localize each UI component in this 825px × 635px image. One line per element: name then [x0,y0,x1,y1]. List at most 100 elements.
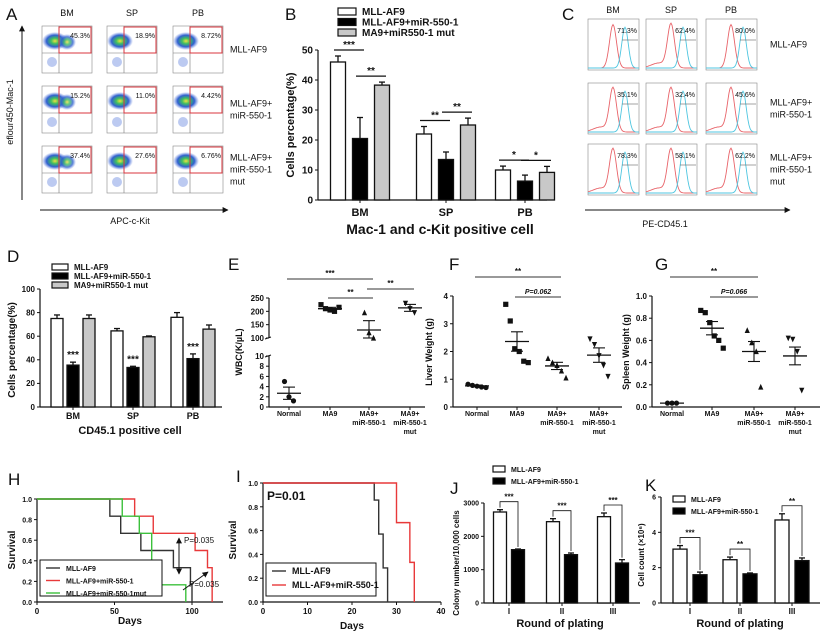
legend-label: MLL-AF9+miR-550-1 [74,272,152,281]
x-tick-label: PB [517,207,532,219]
x-tick-label: II [738,607,742,616]
bar-mll-af9 [170,316,184,408]
x-tick-label: mut [789,429,803,436]
y-tick-label: 0.2 [22,579,32,586]
data-point-triangle-down [591,341,598,348]
cd45-histogram-curve [706,26,757,69]
x-tick-label: II [560,607,564,616]
significance-label: ** [737,540,744,549]
x-tick-label: 0 [35,607,40,616]
x-tick-label: miR-550-1 [540,420,574,427]
gate-rectangle [189,26,223,54]
gate-percentage: 4.42% [201,93,221,100]
y-tick-label: 0.2 [248,576,258,583]
cell-density-cluster [107,152,133,170]
column-header: BM [606,5,620,15]
control-histogram-curve [587,86,639,133]
y-axis-label: eflour450-Mac-1 [5,79,15,145]
bar-mll-af9-mir-550-1 [692,574,708,604]
significance-label: *** [557,502,567,511]
control-histogram-curve [705,147,757,194]
bar-mll-af9-mir-550-1 [351,137,369,201]
gate-percentage: 45.3% [70,33,90,40]
y-tick-label: 10 [255,352,264,361]
gate-rectangle [123,26,157,54]
y-tick-label: 0.8 [22,518,32,525]
control-histogram-curve [645,86,697,133]
survival-curve-mll-af9-mir-550-1mut [37,498,187,602]
gate-percentage: 27.6% [135,153,155,160]
data-point-circle [281,378,288,385]
y-tick-label: 3000 [463,500,479,507]
histogram-frame [645,18,698,71]
y-tick-label: 6 [260,372,265,381]
cell-density-cluster [47,57,57,67]
y-tick-label: 6 [652,494,656,501]
x-tick-label: 0 [261,607,266,616]
cd45-histogram-curve [706,151,757,194]
cell-density-cluster [112,177,122,187]
cd45-histogram-curve [646,151,697,194]
data-point-square [512,346,518,352]
gate-percentage: 62.2% [735,153,755,160]
panel-label: D [7,247,19,266]
control-histogram-curve [705,86,757,133]
y-tick-label: 0 [475,600,479,607]
row-label: MLL-AF9+ [770,98,812,108]
survival-curve-mll-af9-mir-550-1 [37,498,213,602]
y-tick-label: 1000 [463,567,479,574]
data-point-triangle [563,374,569,381]
bar-mll-af9 [494,169,512,201]
x-tick-label: miR-550-1 [352,420,386,427]
row-label: MLL-AF9 [770,40,807,50]
y-axis-title: Survival [7,530,18,569]
x-tick-label: III [610,607,617,616]
data-point-square [336,304,342,310]
data-point-square [503,301,509,307]
legend-label: MLL-AF9+miR-550-1 [66,579,134,586]
legend-label: MLL-AF9+miR-550-1mut [66,591,147,598]
row-label: mut [230,177,246,187]
control-histogram-curve [587,147,639,194]
data-point-square [331,308,338,314]
x-tick-label: mut [404,429,418,436]
bar-ma9-mir550-1-mut [538,171,556,201]
histogram-frame [645,143,698,196]
x-tick-label: MA9+ [548,411,567,418]
column-header: SP [126,8,138,18]
y-tick-label: 0.4 [22,559,32,566]
panel-label: J [450,479,459,498]
x-tick-label: 50 [110,607,119,616]
panel-label: E [228,255,239,274]
x-tick-label: I [689,607,691,616]
y-tick-label: 2 [260,393,265,402]
x-tick-label: BM [351,207,368,219]
gate-percentage: 80.0% [735,28,755,35]
significance-label: *** [325,269,335,278]
bar-mll-af9-mir-550-1 [516,180,534,201]
cell-density-cluster [173,32,199,50]
gate-rectangle [58,146,92,174]
data-point-square [698,307,704,314]
row-label: mut [770,177,786,187]
significance-label: *** [187,342,199,353]
y-tick-label: 0 [652,600,656,607]
row-label: MLL-AF9+ [230,153,272,163]
x-tick-label: 40 [437,607,446,616]
column-header: BM [60,8,74,18]
y-tick-label: 0.0 [22,600,32,607]
data-point-square [720,345,726,351]
x-tick-label: 100 [185,607,199,616]
legend-label: MLL-AF9 [74,263,109,272]
significance-bracket [679,537,701,571]
x-axis-title: Round of plating [516,618,603,630]
bar-mll-af9-mir-550-1 [742,573,758,604]
cd45-histogram-curve [706,90,757,133]
bar-ma9-mir550-1-mut [459,124,477,201]
y-tick-label: 50 [302,46,314,57]
significance-label: ** [711,267,718,276]
legend-label: MLL-AF9 [511,467,541,474]
y-tick-label: 40 [26,356,35,365]
bar-ma9-mir550-1-mut [82,317,96,408]
